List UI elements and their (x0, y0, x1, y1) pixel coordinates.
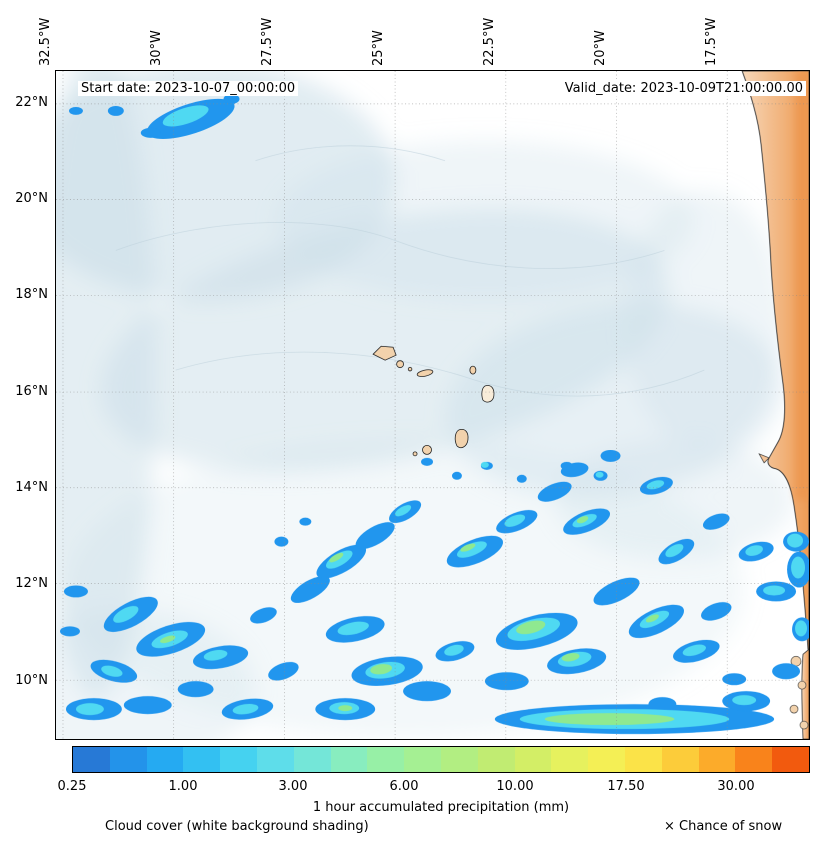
colorbar-segment (293, 747, 331, 772)
cape-verde-islands (372, 345, 495, 457)
colorbar-segment (220, 747, 257, 772)
dakar-peninsula (758, 453, 770, 464)
island-boa-vista (481, 385, 495, 403)
colorbar-label: 1 hour accumulated precipitation (mm) (312, 800, 570, 815)
legend-chance-of-snow: × Chance of snow (664, 819, 783, 834)
lon-tick-label: 30°W (149, 30, 164, 66)
lon-tick-label: 32.5°W (38, 17, 53, 66)
colorbar-segment (146, 747, 184, 772)
colorbar-segment (551, 747, 589, 772)
map-axes: Start date: 2023-10-07_00:00:00 Valid_da… (55, 70, 810, 740)
colorbar-segment (514, 747, 552, 772)
lat-tick-label: 18°N (15, 287, 48, 302)
lat-tick-label: 22°N (15, 95, 48, 110)
colorbar-segment (109, 747, 147, 772)
colorbar (72, 746, 810, 773)
island-sal (469, 365, 477, 375)
precip-heavy-layer (160, 516, 675, 726)
lon-tick-label: 25°W (371, 30, 386, 66)
colorbar-segment (183, 747, 221, 772)
island-sao-nicolau (416, 369, 434, 377)
lat-tick-label: 20°N (15, 191, 48, 206)
colorbar-tick-label: 3.00 (278, 779, 308, 794)
colorbar-tick-label: 6.00 (389, 779, 419, 794)
legend-cloud-cover: Cloud cover (white background shading) (105, 819, 369, 834)
map-canvas (56, 71, 809, 739)
colorbar-segment (440, 747, 478, 772)
colorbar-tick-label: 30.00 (717, 779, 755, 794)
colorbar-tick-label: 1.00 (168, 779, 198, 794)
colorbar-tick-label: 0.25 (57, 779, 87, 794)
island-santiago (454, 429, 469, 449)
colorbar-segment (73, 747, 110, 772)
colorbar-segment (256, 747, 294, 772)
colorbar-tick-label: 10.00 (496, 779, 534, 794)
colorbar-segment (367, 747, 405, 772)
colorbar-tick-label: 17.50 (607, 779, 645, 794)
colorbar-segment (735, 747, 773, 772)
cloud-contour-lines (115, 145, 705, 397)
valid-date-annotation: Valid_date: 2023-10-09T21:00:00.00 (561, 81, 806, 96)
inland-orange-band (795, 71, 809, 500)
island-santa-luzia (407, 366, 413, 372)
colorbar-segment (661, 747, 699, 772)
colorbar-segment (698, 747, 736, 772)
south-coast-sliver (801, 648, 809, 739)
start-date-annotation: Start date: 2023-10-07_00:00:00 (78, 81, 299, 96)
lon-tick-label: 22.5°W (482, 17, 497, 66)
colorbar-segment (772, 747, 809, 772)
island-fogo (422, 444, 432, 455)
colorbar-segment (477, 747, 515, 772)
colorbar-segment (330, 747, 368, 772)
lon-tick-label: 17.5°W (704, 17, 719, 66)
island-brava (412, 451, 418, 457)
colorbar-segment (588, 747, 625, 772)
lon-tick-label: 27.5°W (260, 17, 275, 66)
island-santo-antao (372, 345, 397, 361)
island-sao-vicente (396, 360, 404, 369)
lat-tick-label: 14°N (15, 480, 48, 495)
lat-tick-label: 16°N (15, 384, 48, 399)
lat-tick-label: 12°N (15, 576, 48, 591)
lon-tick-label: 20°W (593, 30, 608, 66)
colorbar-segment (404, 747, 441, 772)
colorbar-segment (624, 747, 662, 772)
lat-tick-label: 10°N (15, 673, 48, 688)
